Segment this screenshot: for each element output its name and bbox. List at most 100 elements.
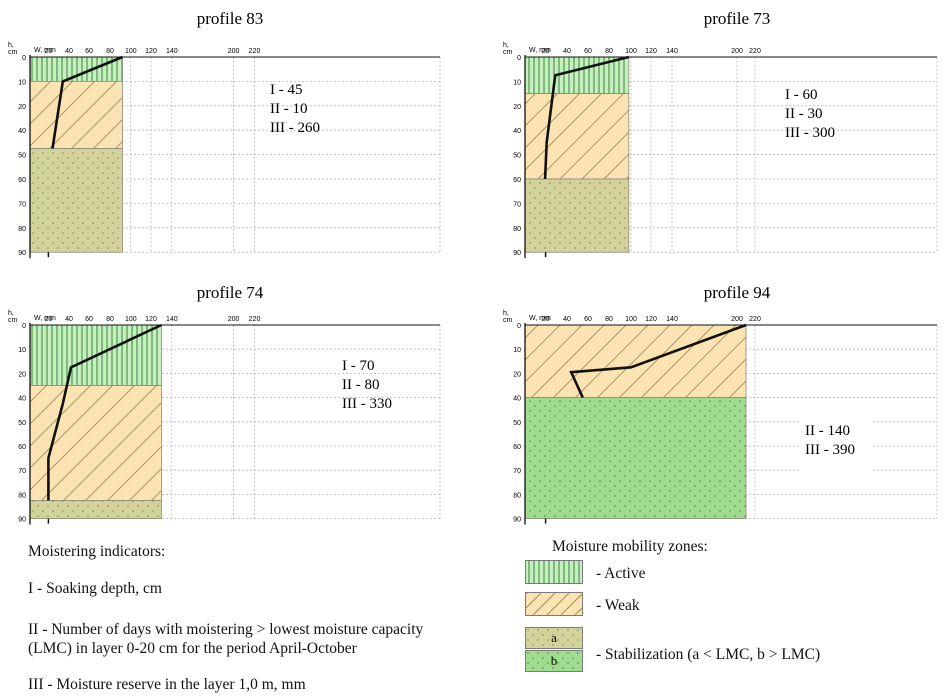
indicator-value: III - 260 xyxy=(270,120,320,136)
y-tick-label: 40 xyxy=(18,396,26,403)
y-tick-label: 20 xyxy=(513,371,521,378)
x-tick-label: 100 xyxy=(625,316,637,323)
indicator-ii-line2: (LMC) in layer 0-20 cm for the period Ap… xyxy=(28,640,357,657)
indicator-value: II - 30 xyxy=(785,106,823,122)
zone-active xyxy=(524,56,630,94)
profile-title: profile 73 xyxy=(704,9,771,28)
x-tick-label: 120 xyxy=(145,316,157,323)
y-axis-label: h, xyxy=(503,42,509,49)
profile-73: profile 73 20 40 60 80 100 120 140 200 220 W, mm h,… xyxy=(497,0,947,275)
indicator-box xyxy=(799,405,873,481)
y-axis-label: h, xyxy=(8,42,14,49)
x-tick-label: 40 xyxy=(65,316,73,323)
y-tick-label: 50 xyxy=(513,153,521,160)
x-tick-label: 120 xyxy=(645,316,657,323)
y-tick-label: 90 xyxy=(18,250,26,257)
indicator-value: I - 45 xyxy=(270,82,303,98)
x-tick-label: 140 xyxy=(666,48,678,55)
y-tick-label: 20 xyxy=(18,104,26,111)
swatch-stab-a: a xyxy=(525,627,583,649)
x-tick-label: 40 xyxy=(563,316,571,323)
y-axis-unit: cm xyxy=(8,317,18,324)
y-tick-label: 70 xyxy=(513,201,521,208)
zone-weak xyxy=(524,324,747,398)
y-tick-label: 10 xyxy=(513,79,521,86)
x-tick-label: 20 xyxy=(542,316,550,323)
zone-stab_b xyxy=(524,397,747,519)
x-tick-label: 20 xyxy=(45,316,53,323)
y-tick-label: 20 xyxy=(513,104,521,111)
x-tick-label: 40 xyxy=(65,48,73,55)
x-tick-label: 80 xyxy=(605,48,613,55)
y-tick-label: 90 xyxy=(513,250,521,257)
x-tick-label: 100 xyxy=(125,316,137,323)
x-tick-label: 80 xyxy=(106,48,114,55)
zone-stab_a xyxy=(29,500,162,519)
x-axis-label: W, mm xyxy=(529,315,551,322)
y-tick-label: 0 xyxy=(517,323,521,330)
x-tick-label: 20 xyxy=(542,48,550,55)
x-tick-label: 80 xyxy=(605,316,613,323)
x-tick-label: 200 xyxy=(731,48,743,55)
profile-title: profile 83 xyxy=(197,9,264,28)
y-tick-label: 70 xyxy=(18,468,26,475)
zone-weak xyxy=(524,93,630,180)
zone-active xyxy=(29,56,123,82)
moisture-curve xyxy=(47,323,162,501)
y-tick-label: 70 xyxy=(513,468,521,475)
moisture-curve xyxy=(543,55,630,180)
legend-active-label: - Active xyxy=(596,565,646,582)
y-tick-label: 0 xyxy=(22,323,26,330)
profile-title: profile 94 xyxy=(704,283,771,302)
x-axis-label: W, mm xyxy=(529,47,551,54)
x-tick-label: 60 xyxy=(584,48,592,55)
y-tick-label: 90 xyxy=(18,517,26,524)
profile-title: profile 74 xyxy=(197,283,264,302)
y-tick-label: 80 xyxy=(513,226,521,233)
indicator-value: III - 390 xyxy=(805,442,855,458)
y-tick-label: 80 xyxy=(18,226,26,233)
y-axis-label: h, xyxy=(503,310,509,317)
x-tick-label: 60 xyxy=(85,48,93,55)
x-tick-label: 60 xyxy=(584,316,592,323)
zones-title: Moisture mobility zones: xyxy=(552,538,708,555)
swatch-stab-b: b xyxy=(525,650,583,672)
y-tick-label: 40 xyxy=(513,128,521,135)
x-tick-label: 220 xyxy=(249,316,261,323)
x-tick-label: 220 xyxy=(749,316,761,323)
zone-weak xyxy=(29,81,123,149)
y-tick-label: 10 xyxy=(18,79,26,86)
swatch-active xyxy=(525,560,583,584)
y-tick-label: 50 xyxy=(513,420,521,427)
y-tick-label: 90 xyxy=(513,517,521,524)
zone-stab_a xyxy=(524,178,630,253)
y-tick-label: 80 xyxy=(513,492,521,499)
indicator-iii: III - Moisture reserve in the layer 1,0 … xyxy=(28,676,306,693)
x-axis-label: W, mm xyxy=(34,315,56,322)
y-tick-label: 0 xyxy=(517,55,521,62)
indicator-value: II - 140 xyxy=(805,423,850,439)
x-tick-label: 20 xyxy=(45,48,53,55)
y-axis-unit: cm xyxy=(503,317,513,324)
moisture-curve xyxy=(569,323,747,399)
indicator-i: I - Soaking depth, cm xyxy=(28,580,162,597)
y-tick-label: 10 xyxy=(18,347,26,354)
x-tick-label: 80 xyxy=(106,316,114,323)
y-tick-label: 60 xyxy=(18,444,26,451)
x-tick-label: 40 xyxy=(563,48,571,55)
swatch-weak xyxy=(525,592,583,616)
x-tick-label: 120 xyxy=(645,48,657,55)
indicator-value: II - 10 xyxy=(270,101,308,117)
x-tick-label: 220 xyxy=(249,48,261,55)
indicator-value: I - 60 xyxy=(785,87,818,103)
indicator-ii-line1: II - Number of days with moistering > lo… xyxy=(28,621,424,638)
y-tick-label: 60 xyxy=(18,177,26,184)
x-tick-label: 140 xyxy=(666,316,678,323)
x-tick-label: 200 xyxy=(228,316,240,323)
y-tick-label: 60 xyxy=(513,444,521,451)
zone-weak xyxy=(29,385,162,501)
y-axis-label: h, xyxy=(8,310,14,317)
